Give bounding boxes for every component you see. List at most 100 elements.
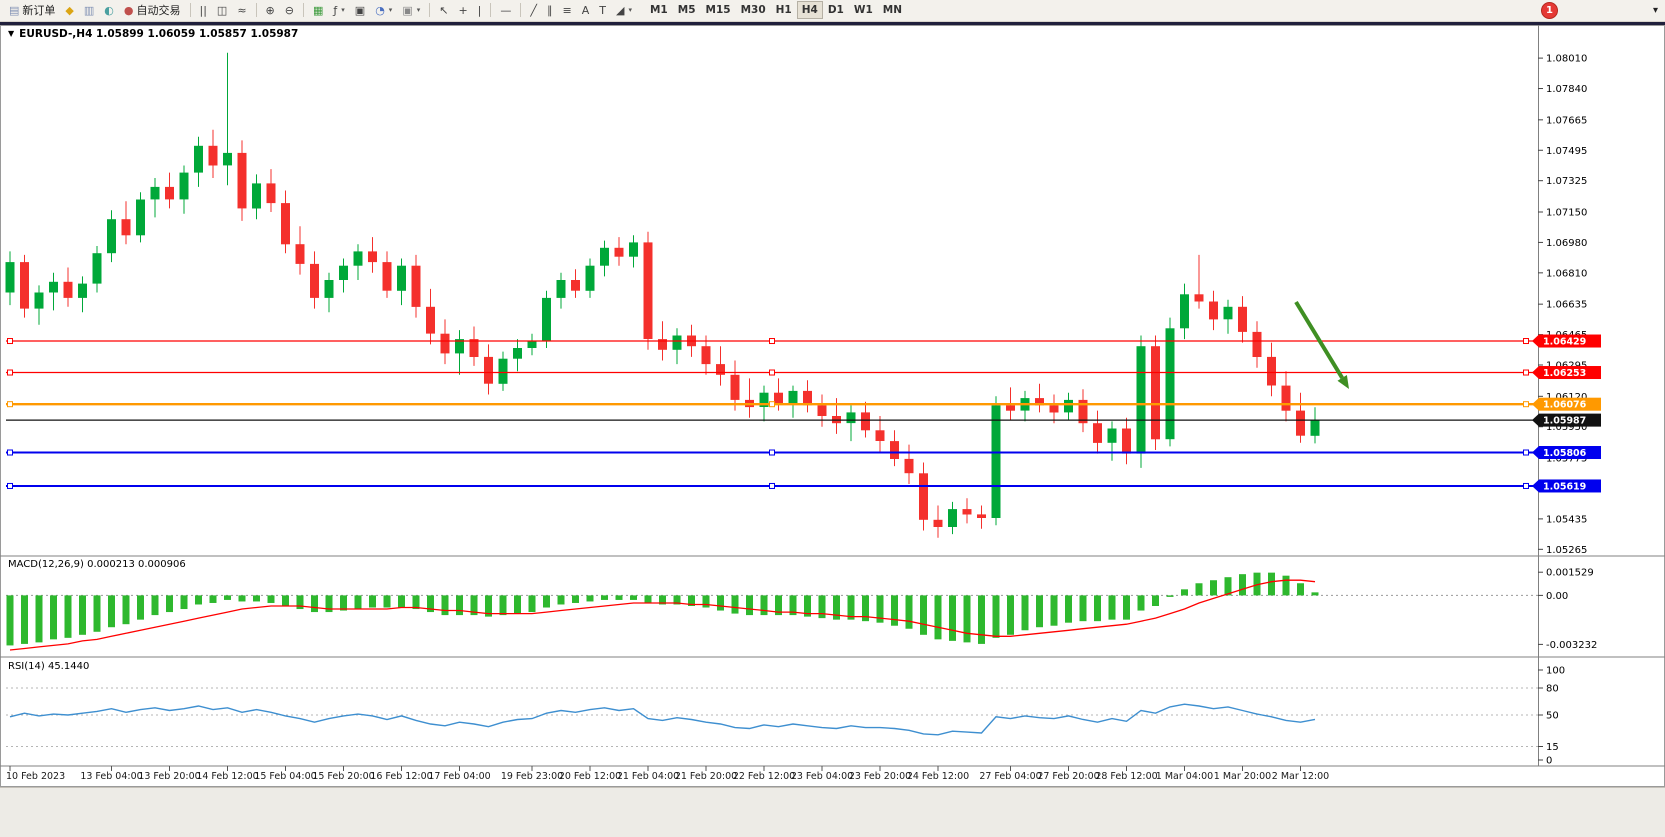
candle-body (1035, 397, 1044, 405)
tile-windows-button[interactable]: ▣ (351, 1, 369, 19)
macd-histogram-bar (862, 595, 869, 621)
candle-body (1006, 404, 1015, 411)
indicators-button[interactable]: ƒ ▾ (329, 1, 348, 19)
time-label: 27 Feb 20:00 (1037, 771, 1099, 782)
price-tick-label: 1.07840 (1546, 84, 1587, 95)
vertical-line-button[interactable]: | (474, 1, 486, 19)
candle-body (78, 283, 87, 298)
line-handle[interactable] (7, 482, 13, 489)
macd-histogram-bar (21, 595, 28, 644)
cursor-button[interactable]: ↖ (435, 1, 452, 19)
auto-trading-button[interactable]: ● 自动交易 (120, 1, 185, 19)
trend-arrow-line[interactable] (1294, 300, 1344, 379)
timeframe-mn-button[interactable]: MN (878, 1, 907, 19)
line-handle[interactable] (1523, 369, 1529, 376)
candle-body (34, 292, 44, 309)
line-handle[interactable] (1523, 400, 1529, 407)
macd-histogram-bar (1021, 595, 1029, 630)
line-handle[interactable] (7, 337, 13, 344)
crosshair-button[interactable]: + (454, 1, 471, 19)
timeframe-m5-button[interactable]: M5 (673, 1, 701, 19)
price-tick-label: 1.07325 (1546, 176, 1587, 187)
template-button[interactable]: ▣ ▾ (398, 1, 424, 19)
trend-arrow-head[interactable] (1337, 374, 1350, 389)
toolbar-overflow-icon[interactable]: ▾ (1652, 4, 1658, 16)
line-handle[interactable] (769, 337, 775, 344)
candle-body (904, 458, 914, 473)
candle-body (281, 202, 290, 244)
new-order-button[interactable]: ▤ 新订单 (5, 1, 59, 19)
macd-histogram-bar (514, 595, 521, 614)
line-handle[interactable] (7, 449, 13, 456)
charts-window-button[interactable]: ▥ (80, 1, 98, 19)
price-tag (1539, 334, 1601, 348)
candlestick-chart-button[interactable]: ◫ (213, 1, 231, 19)
candle-body (469, 338, 479, 357)
macd-histogram-bar (586, 595, 594, 602)
macd-histogram-bar (282, 595, 289, 606)
macd-histogram-bar (354, 595, 362, 609)
toolbar-separator (189, 3, 191, 18)
timeframe-w1-button[interactable]: W1 (849, 1, 878, 19)
macd-histogram-bar (64, 595, 72, 638)
candle-body (20, 261, 29, 309)
macd-histogram-bar (369, 595, 376, 608)
notification-badge[interactable]: 1 (1540, 1, 1558, 19)
price-tick-label: 1.05435 (1546, 514, 1587, 525)
text-label-button[interactable]: T (595, 1, 610, 19)
channel-button[interactable]: ∥ (543, 1, 557, 19)
line-handle[interactable] (1523, 337, 1529, 344)
fibonacci-button[interactable]: ≡ (559, 1, 576, 19)
timeframe-m15-button[interactable]: M15 (701, 1, 736, 19)
line-handle[interactable] (7, 400, 13, 407)
macd-histogram-bar (775, 595, 782, 615)
macd-histogram-bar (1166, 595, 1174, 597)
line-handle[interactable] (769, 449, 775, 456)
timeframe-h4-button[interactable]: H4 (796, 1, 823, 20)
grid-button[interactable]: ▦ (309, 1, 327, 19)
line-handle[interactable] (769, 482, 775, 489)
crayon-icon: ◆ (65, 3, 74, 17)
line-handle[interactable] (1523, 482, 1529, 489)
crayon-button[interactable]: ◆ (61, 1, 77, 19)
horizontal-line-button[interactable]: — (496, 1, 515, 19)
new-order-button-label: 新订单 (22, 4, 56, 18)
macd-histogram-bar (876, 595, 884, 623)
line-handle[interactable] (769, 369, 775, 376)
macd-histogram-bar (1210, 579, 1217, 596)
timeframe-m30-button[interactable]: M30 (736, 1, 771, 19)
timeframe-d1-button[interactable]: D1 (823, 1, 849, 19)
macd-histogram-bar (1108, 595, 1116, 620)
macd-histogram-bar (731, 595, 739, 614)
market-watch-button[interactable]: ◐ (100, 1, 118, 19)
line-chart-button[interactable]: ≈ (233, 1, 250, 19)
candle-body (730, 374, 740, 400)
arrows-button[interactable]: ◢ ▾ (612, 1, 636, 19)
bar-chart-button[interactable]: || (196, 1, 211, 19)
line-handle[interactable] (1523, 449, 1529, 456)
chart-canvas[interactable]: 1.08010 1.07840 1.07665 1.07495 1.07325 1.071… (0, 24, 1665, 787)
price-tick-label: 1.05950 (1546, 422, 1587, 433)
macd-histogram-bar (166, 595, 173, 612)
line-handle[interactable] (769, 400, 775, 407)
candle-body (440, 333, 450, 354)
macd-histogram-bar (340, 595, 347, 611)
auto-trading-button-label: 自动交易 (136, 4, 181, 18)
timeframe-h1-button[interactable]: H1 (771, 1, 797, 19)
text-button[interactable]: A (578, 1, 594, 19)
bar-chart-icon: || (199, 3, 207, 17)
candle-body (513, 347, 522, 359)
price-tick-label: 1.06120 (1546, 391, 1587, 402)
candle-body (1049, 404, 1059, 413)
zoom-out-button[interactable]: ⊖ (281, 1, 298, 19)
time-label: 20 Feb 12:00 (559, 771, 621, 782)
timeframe-m1-button[interactable]: M1 (645, 1, 673, 19)
zoom-in-button[interactable]: ⊕ (262, 1, 279, 19)
picture-icon: ▣ (402, 3, 413, 17)
candle-body (310, 263, 319, 298)
time-label: 21 Feb 20:00 (675, 771, 737, 782)
line-handle[interactable] (7, 369, 13, 376)
period-button[interactable]: ◔ ▾ (371, 1, 396, 19)
price-tag (1539, 445, 1601, 459)
trendline-button[interactable]: ╱ (526, 1, 541, 19)
